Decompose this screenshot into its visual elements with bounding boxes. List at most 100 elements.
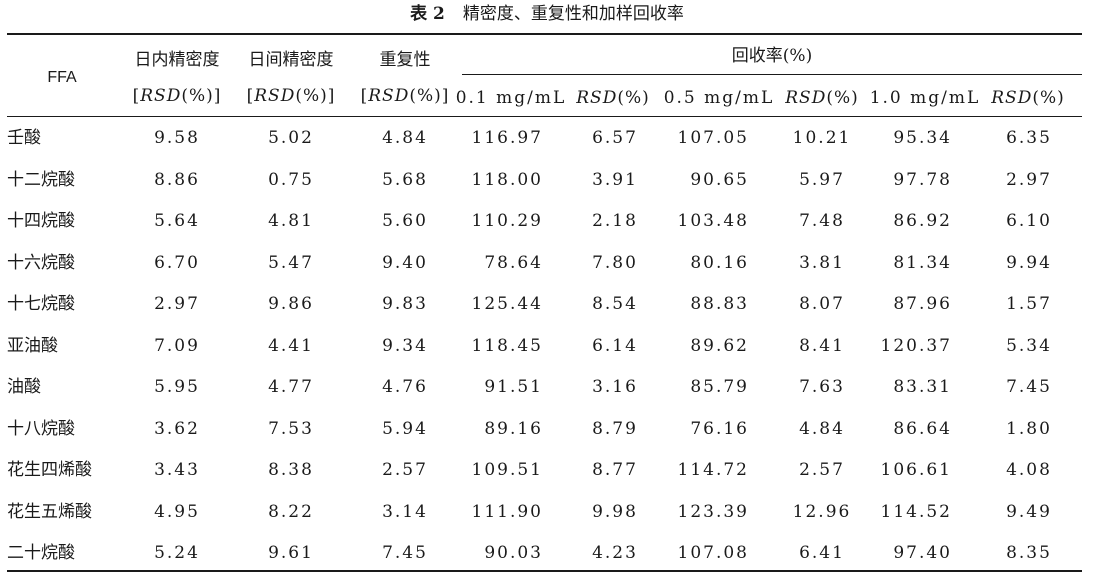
cell-intra-day-rsd: 3.43 (154, 460, 200, 480)
cell-recovery-1-0: 106.61 (880, 460, 952, 480)
cell-repeatability-rsd: 5.94 (382, 418, 428, 439)
cell-inter-day-rsd: 0.75 (268, 169, 314, 190)
header-rsd-3: [RSD(%)] (360, 86, 450, 106)
cell-intra-day-rsd: 3.62 (154, 418, 200, 439)
header-rsd-4: RSD(%) (576, 88, 650, 108)
table-caption: 表 2 精密度、重复性和加样回收率 (0, 2, 1094, 26)
top-rule (7, 33, 1082, 35)
cell-recovery-0-1: 89.16 (484, 418, 543, 439)
cell-inter-day-rsd: 5.02 (268, 128, 314, 148)
cell-intra-day-rsd: 5.64 (154, 211, 200, 231)
cell-recovery-0-5: 123.39 (677, 501, 749, 522)
cell-recovery-0-5: 107.05 (677, 128, 749, 148)
cell-inter-day-rsd: 4.77 (268, 377, 314, 397)
cell-recovery-0-5: 89.62 (690, 335, 749, 356)
cell-repeatability-rsd: 7.45 (382, 543, 428, 563)
cell-inter-day-rsd: 8.38 (268, 460, 314, 480)
cell-intra-day-rsd: 5.95 (154, 377, 200, 397)
header-rsd-6: RSD(%) (991, 88, 1065, 108)
cell-repeatability-rsd: 5.60 (382, 211, 428, 231)
header-intra-day: 日内精密度 (134, 50, 220, 70)
cell-recovery-0-1-rsd: 6.14 (592, 335, 638, 356)
header-ffa: FFA (47, 69, 77, 86)
cell-recovery-1-0-rsd: 2.97 (1006, 169, 1052, 190)
cell-inter-day-rsd: 9.61 (268, 543, 314, 563)
cell-inter-day-rsd: 7.53 (268, 418, 314, 439)
cell-name: 亚油酸 (7, 335, 58, 356)
cell-name: 壬酸 (7, 128, 41, 148)
cell-repeatability-rsd: 9.83 (382, 294, 428, 314)
header-conc-3: 1.0 mg/mL (869, 88, 981, 108)
cell-name: 花生五烯酸 (7, 501, 92, 522)
cell-recovery-0-5-rsd: 7.63 (799, 377, 845, 397)
cell-recovery-1-0-rsd: 1.57 (1006, 294, 1052, 314)
cell-recovery-0-5-rsd: 7.48 (799, 211, 845, 231)
cell-recovery-1-0: 97.40 (893, 543, 952, 563)
cell-name: 十六烷酸 (7, 252, 75, 273)
cell-recovery-0-1-rsd: 6.57 (592, 128, 638, 148)
table-number: 表 2 (410, 4, 445, 24)
cell-name: 花生四烯酸 (7, 460, 92, 480)
cell-recovery-0-5: 85.79 (690, 377, 749, 397)
cell-recovery-0-1-rsd: 8.54 (592, 294, 638, 314)
header-rsd-2: [RSD(%)] (246, 86, 336, 106)
cell-repeatability-rsd: 4.84 (382, 128, 428, 148)
cell-recovery-1-0-rsd: 9.94 (1006, 252, 1052, 273)
cell-recovery-0-5: 88.83 (690, 294, 749, 314)
cell-recovery-0-5-rsd: 3.81 (799, 252, 845, 273)
cell-name: 十七烷酸 (7, 294, 75, 314)
cell-name: 油酸 (7, 377, 41, 397)
cell-name: 十八烷酸 (7, 418, 75, 439)
cell-recovery-0-1-rsd: 9.98 (592, 501, 638, 522)
cell-recovery-1-0: 97.78 (893, 169, 952, 190)
cell-recovery-0-5-rsd: 8.07 (799, 294, 845, 314)
cell-repeatability-rsd: 4.76 (382, 377, 428, 397)
cell-repeatability-rsd: 3.14 (382, 501, 428, 522)
cell-recovery-0-5-rsd: 2.57 (799, 460, 845, 480)
header-inter-day: 日间精密度 (248, 50, 334, 70)
cell-recovery-0-1: 78.64 (484, 252, 543, 273)
cell-recovery-0-5-rsd: 10.21 (792, 128, 852, 148)
cell-recovery-0-1: 116.97 (471, 128, 543, 148)
cell-recovery-1-0: 87.96 (893, 294, 952, 314)
cell-recovery-0-1: 111.90 (471, 501, 543, 522)
header-recovery: 回收率(%) (731, 46, 813, 66)
cell-recovery-1-0-rsd: 4.08 (1006, 460, 1052, 480)
cell-recovery-0-1: 90.03 (484, 543, 543, 563)
cell-recovery-1-0-rsd: 6.10 (1006, 211, 1052, 231)
cell-recovery-0-5-rsd: 8.41 (799, 335, 845, 356)
header-rsd-5: RSD(%) (785, 88, 859, 108)
cell-name: 二十烷酸 (7, 543, 75, 563)
cell-recovery-0-1-rsd: 3.16 (592, 377, 638, 397)
header-repeatability: 重复性 (379, 50, 431, 70)
cell-inter-day-rsd: 4.81 (268, 211, 314, 231)
cell-recovery-1-0-rsd: 6.35 (1006, 128, 1052, 148)
cell-recovery-1-0: 120.37 (880, 335, 952, 356)
cell-repeatability-rsd: 5.68 (382, 169, 428, 190)
cell-name: 十二烷酸 (7, 169, 75, 190)
cell-repeatability-rsd: 9.34 (382, 335, 428, 356)
cell-repeatability-rsd: 2.57 (382, 460, 428, 480)
header-rule (7, 116, 1082, 117)
cell-intra-day-rsd: 4.95 (154, 501, 200, 522)
cell-name: 十四烷酸 (7, 211, 75, 231)
cell-recovery-0-5-rsd: 12.96 (792, 501, 852, 522)
cell-recovery-0-1: 110.29 (471, 211, 543, 231)
cell-recovery-0-1-rsd: 8.79 (592, 418, 638, 439)
cell-recovery-0-1: 125.44 (471, 294, 543, 314)
cell-intra-day-rsd: 5.24 (154, 543, 200, 563)
cell-recovery-0-1-rsd: 2.18 (592, 211, 638, 231)
cell-inter-day-rsd: 9.86 (268, 294, 314, 314)
cell-recovery-1-0-rsd: 9.49 (1006, 501, 1052, 522)
cell-recovery-0-1-rsd: 8.77 (592, 460, 638, 480)
cell-repeatability-rsd: 9.40 (382, 252, 428, 273)
cell-recovery-0-5: 80.16 (690, 252, 749, 273)
cell-recovery-0-5: 103.48 (677, 211, 749, 231)
cell-inter-day-rsd: 4.41 (268, 335, 314, 356)
cell-recovery-0-1-rsd: 4.23 (592, 543, 638, 563)
recovery-span-rule (462, 74, 1082, 75)
cell-recovery-0-5-rsd: 5.97 (799, 169, 845, 190)
cell-recovery-1-0-rsd: 5.34 (1006, 335, 1052, 356)
cell-recovery-1-0-rsd: 8.35 (1006, 543, 1052, 563)
cell-recovery-1-0-rsd: 7.45 (1006, 377, 1052, 397)
